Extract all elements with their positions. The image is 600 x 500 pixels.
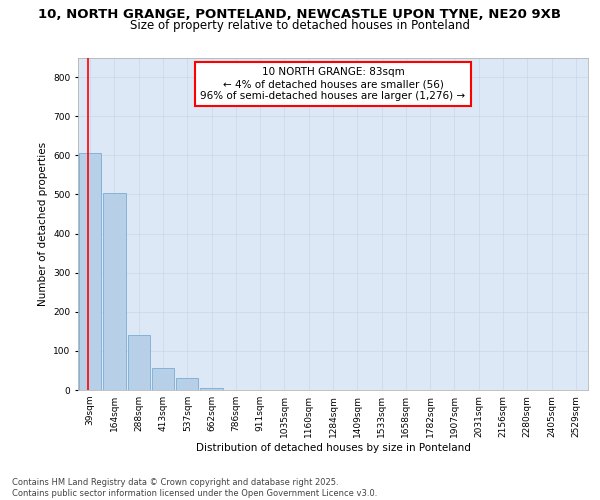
Bar — [200, 388, 223, 390]
Y-axis label: Number of detached properties: Number of detached properties — [38, 142, 47, 306]
Bar — [128, 335, 150, 390]
Bar — [79, 152, 101, 390]
Text: Size of property relative to detached houses in Ponteland: Size of property relative to detached ho… — [130, 18, 470, 32]
Text: 10 NORTH GRANGE: 83sqm
← 4% of detached houses are smaller (56)
96% of semi-deta: 10 NORTH GRANGE: 83sqm ← 4% of detached … — [200, 68, 466, 100]
Bar — [176, 378, 199, 390]
Bar — [103, 193, 125, 390]
Text: 10, NORTH GRANGE, PONTELAND, NEWCASTLE UPON TYNE, NE20 9XB: 10, NORTH GRANGE, PONTELAND, NEWCASTLE U… — [38, 8, 562, 20]
Text: Contains HM Land Registry data © Crown copyright and database right 2025.
Contai: Contains HM Land Registry data © Crown c… — [12, 478, 377, 498]
X-axis label: Distribution of detached houses by size in Ponteland: Distribution of detached houses by size … — [196, 442, 470, 452]
Bar — [152, 368, 174, 390]
